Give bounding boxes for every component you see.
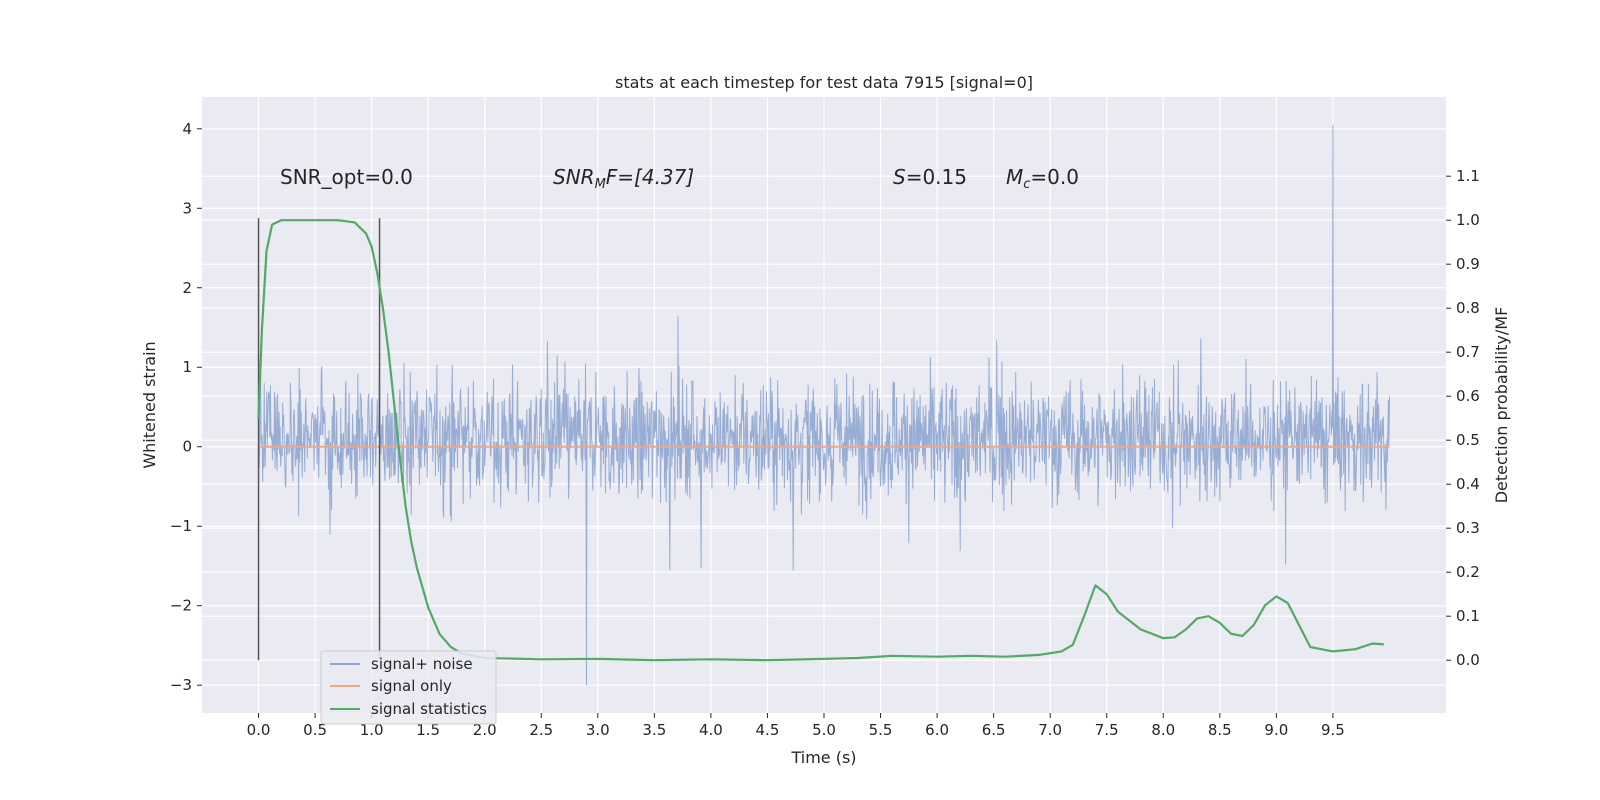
chart-title: stats at each timestep for test data 791… [615, 73, 1033, 92]
x-tick-label: 5.0 [812, 721, 836, 739]
legend-label-noise: signal+ noise [371, 655, 473, 673]
y2-tick-label: 0.7 [1456, 343, 1480, 361]
legend-label-signal-only: signal only [371, 677, 452, 695]
x-tick-label: 6.0 [925, 721, 949, 739]
x-tick-label: 9.0 [1264, 721, 1288, 739]
y2-tick-labels: 1.1 1.0 0.9 0.8 0.7 0.6 0.5 0.4 0.3 0.2 0.1 0.0 [1446, 167, 1480, 669]
y-tick-label: 4 [182, 120, 192, 138]
x-tick-label: 2.0 [473, 721, 497, 739]
signal-statistics-line [257, 219, 1384, 662]
x-tick-label: 1.0 [360, 721, 384, 739]
y-tick-labels: 4 3 2 1 0 −1 −2 −3 [170, 120, 202, 694]
y2-tick-label: 0.8 [1456, 299, 1480, 317]
y2-tick-label: 0.4 [1456, 475, 1480, 493]
x-tick-label: 3.5 [642, 721, 666, 739]
y2-tick-label: 0.1 [1456, 607, 1480, 625]
y2-tick-label: 0.6 [1456, 387, 1480, 405]
x-axis-label: Time (s) [790, 748, 856, 767]
y-tick-label: −1 [170, 517, 192, 535]
x-tick-label: 7.5 [1095, 721, 1119, 739]
y2-axis-label: Detection probability/MF [1492, 307, 1511, 504]
y2-tick-label: 1.1 [1456, 167, 1480, 185]
x-tick-label: 8.0 [1151, 721, 1175, 739]
snr-opt-annotation: SNR_opt=0.0 [280, 165, 413, 189]
legend-box [320, 650, 497, 725]
y2-tick-label: 0.0 [1456, 651, 1480, 669]
y2-tick-label: 1.0 [1456, 211, 1480, 229]
x-tick-label: 1.5 [416, 721, 440, 739]
y-axis-label: Whitened strain [140, 341, 159, 468]
snr-mf-annotation: SNRMF=[4.37] [553, 165, 694, 192]
y-tick-label: −3 [170, 676, 192, 694]
x-tick-label: 5.5 [869, 721, 893, 739]
x-tick-label: 4.0 [699, 721, 723, 739]
x-tick-label: 3.0 [586, 721, 610, 739]
x-tick-label: 4.5 [756, 721, 780, 739]
x-tick-label: 7.0 [1038, 721, 1062, 739]
y-tick-label: 1 [182, 358, 192, 376]
x-tick-label: 0.0 [247, 721, 271, 739]
y-tick-label: 3 [182, 199, 192, 217]
y2-tick-label: 0.5 [1456, 431, 1480, 449]
signal-statistics-series [257, 219, 1384, 662]
signal-plus-noise-series [258, 124, 1390, 686]
x-tick-label: 8.5 [1208, 721, 1232, 739]
x-tick-label: 0.5 [303, 721, 327, 739]
y2-tick-label: 0.2 [1456, 563, 1480, 581]
s-stat-annotation: S=0.15 [893, 165, 967, 189]
x-tick-label: 2.5 [529, 721, 553, 739]
mc-annotation: Mc=0.0 [1006, 165, 1079, 192]
y-tick-label: 0 [182, 438, 192, 456]
x-tick-label: 6.5 [982, 721, 1006, 739]
x-tick-labels: 0.0 0.5 1.0 1.5 2.0 2.5 3.0 3.5 4.0 4.5 5.0 5.5 6.0 6… [247, 713, 1345, 739]
y-tick-label: 2 [182, 279, 192, 297]
y2-tick-label: 0.9 [1456, 255, 1480, 273]
legend: signal+ noise signal only signal statist… [320, 650, 497, 725]
legend-label-statistics: signal statistics [371, 700, 487, 718]
x-tick-label: 9.5 [1321, 721, 1345, 739]
y-tick-label: −2 [170, 597, 192, 615]
y2-tick-label: 0.3 [1456, 519, 1480, 537]
signal-plus-noise-line [258, 124, 1390, 686]
